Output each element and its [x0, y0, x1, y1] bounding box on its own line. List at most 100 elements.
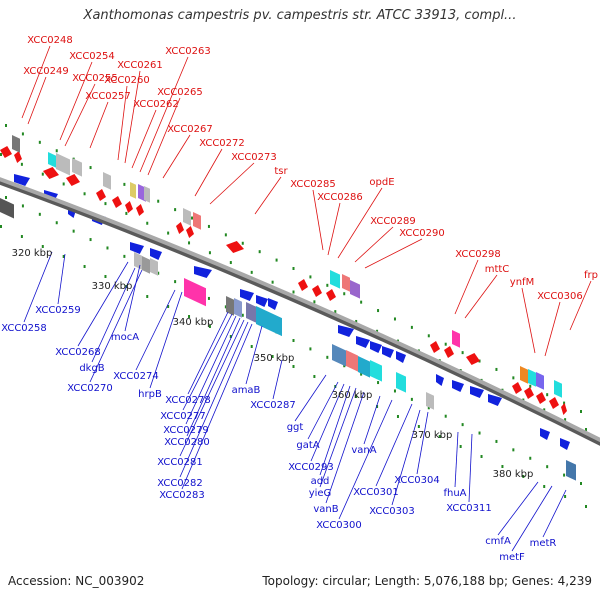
tick-dot: [292, 267, 295, 270]
tick-dot: [275, 258, 278, 262]
forward-arrow: [43, 167, 59, 179]
gene-label: XCC0298: [455, 249, 501, 260]
tick-dot: [41, 172, 44, 176]
forward-box: [528, 368, 536, 387]
reverse-box: [332, 343, 346, 367]
leader-line: [245, 325, 263, 385]
gene-label: add: [311, 476, 330, 487]
tick-dot: [480, 455, 483, 458]
leader-line: [416, 411, 429, 475]
tick-dot: [258, 250, 261, 254]
tick-dot: [427, 334, 430, 338]
gene-label: XCC0283: [159, 490, 205, 501]
forward-arrow: [561, 403, 567, 415]
reverse-box: [346, 349, 358, 372]
scale-label: 380 kbp: [493, 469, 534, 480]
reverse-box: [396, 372, 406, 393]
gene-label: yieG: [309, 488, 332, 499]
tick-dot: [495, 439, 498, 443]
tick-dot: [543, 485, 546, 488]
tick-dot: [326, 355, 329, 359]
tick-dot: [157, 199, 160, 203]
tick-dot: [360, 372, 363, 376]
reverse-box: [184, 278, 206, 307]
gene-label: cmfA: [485, 536, 511, 547]
tick-dot: [564, 418, 567, 422]
forward-arrow: [430, 341, 440, 353]
tick-dot: [20, 235, 23, 238]
topology-text: Topology: circular; Length: 5,076,188 bp…: [262, 574, 592, 588]
gene-label: XCC0265: [157, 87, 203, 98]
gene-label: amaB: [232, 385, 261, 396]
gene-label: mocA: [111, 332, 139, 343]
tick-dot: [292, 365, 295, 368]
forward-box: [56, 153, 70, 176]
leader-line: [185, 315, 237, 425]
tick-dot: [106, 246, 109, 250]
leader-line: [149, 291, 183, 389]
tick-dot: [224, 233, 227, 237]
gene-label: XCC0277: [160, 411, 206, 422]
tick-dot: [174, 208, 177, 212]
gene-label: XCC0258: [1, 323, 47, 334]
tick-dot: [478, 431, 481, 435]
gene-label: XCC0286: [317, 192, 363, 203]
gene-label: XCC0249: [23, 66, 69, 77]
gene-label: XCC0273: [231, 152, 277, 163]
gene-label: XCC0268: [55, 347, 101, 358]
tick-dot: [146, 295, 149, 298]
tick-dot: [522, 475, 525, 478]
leader-line: [272, 359, 283, 400]
label-leaders: [21, 45, 592, 552]
gene-label: XCC0303: [369, 506, 415, 517]
tick-dot: [585, 505, 587, 508]
tick-dot: [5, 196, 7, 199]
gene-label: metR: [530, 538, 557, 549]
tick-dot: [309, 275, 312, 279]
tick-dot: [191, 216, 194, 220]
leader-line: [179, 321, 249, 478]
tick-dot: [546, 465, 549, 469]
leader-line: [337, 187, 383, 259]
tick-dot: [546, 393, 549, 397]
leader-line: [57, 253, 66, 305]
leader-line: [21, 45, 51, 119]
reverse-arrow: [130, 242, 144, 254]
forward-arrow: [112, 196, 122, 208]
tick-dot: [5, 124, 7, 127]
leader-line: [521, 287, 536, 354]
leader-line: [307, 381, 339, 440]
tick-dot: [396, 415, 399, 418]
leader-line: [464, 274, 498, 319]
reverse-box: [566, 460, 576, 481]
gene-label: XCC0306: [537, 291, 583, 302]
reverse-box: [226, 296, 234, 316]
gene-label: XCC0285: [290, 179, 336, 190]
leader-line: [179, 319, 245, 457]
forward-arrow: [125, 201, 133, 213]
reverse-arrow: [470, 386, 484, 398]
tick-dot: [309, 347, 312, 351]
tick-dot: [167, 305, 170, 308]
leader-line: [77, 261, 129, 347]
reverse-box: [358, 356, 370, 378]
backbone-shadow: [0, 177, 600, 446]
forward-box: [452, 330, 460, 348]
leader-line: [319, 387, 357, 488]
tick-dot: [529, 456, 532, 460]
gene-label: XCC0304: [394, 475, 440, 486]
forward-box: [72, 158, 82, 177]
scale-label: 360 kbp: [332, 390, 373, 401]
tick-dot: [174, 280, 177, 284]
leader-line: [124, 264, 141, 332]
tick-dot: [62, 182, 65, 186]
gene-label: XCC0267: [167, 124, 213, 135]
forward-box: [103, 172, 111, 190]
reverse-arrow: [240, 289, 254, 301]
forward-arrow: [444, 346, 454, 358]
leader-line: [327, 202, 341, 256]
leader-line: [135, 289, 176, 371]
reverse-box: [370, 360, 382, 382]
reverse-arrow: [436, 374, 444, 386]
